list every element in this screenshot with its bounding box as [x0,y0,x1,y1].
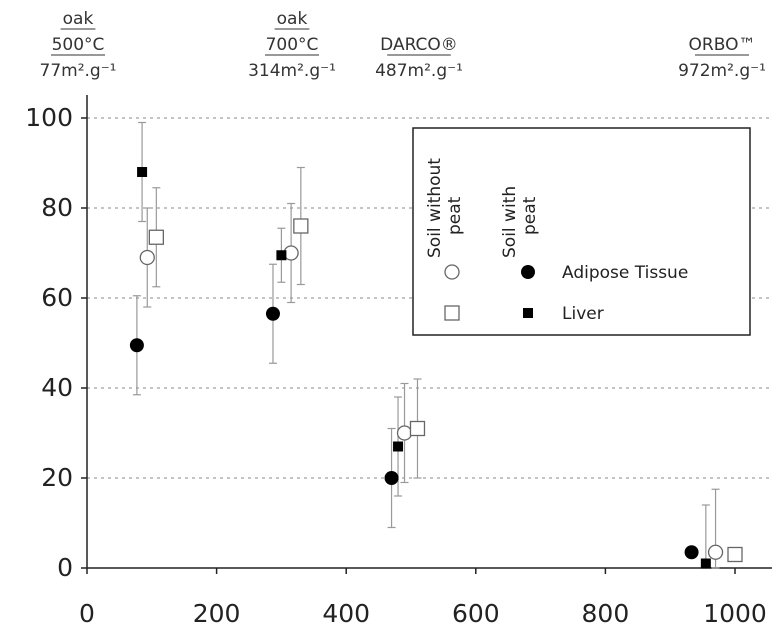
top-labels: oak 500°C 77m².g⁻¹ oak 700°C 314m².g⁻¹ DARCO® 4… [40,9,766,81]
marker-open-circle [396,425,413,441]
legend-column-header: peat [520,196,540,235]
legend-column-header: peat [445,196,465,235]
x-tick-label: 1000 [703,599,767,628]
y-tick-label: 0 [57,553,73,582]
grid-lines [87,117,772,479]
top-label-line: oak [63,9,94,29]
marker-filled-square [276,250,287,261]
marker-filled-circle [684,545,699,560]
x-tick-label: 200 [193,599,241,628]
legend-column-header: Soil with [500,186,520,258]
marker-filled-circle [384,471,399,485]
data-points [129,167,743,569]
marker-filled-circle [265,306,280,321]
x-tick-label: 600 [452,599,500,628]
legend-column-header: Soil without [425,158,445,258]
top-label-line: 700°C [266,35,319,55]
top-label-line: 77m².g⁻¹ [40,61,117,81]
marker-filled-square [137,167,148,177]
x-tick-label: 800 [582,599,630,628]
marker-open-circle [707,544,724,560]
marker-open-square [293,218,309,234]
top-label-line: 314m².g⁻¹ [248,61,336,81]
marker-open-square [727,546,743,563]
marker-open-square [148,229,164,245]
top-label-line: 972m².g⁻¹ [678,61,766,81]
marker-filled-circle [129,338,144,353]
marker-open-square [409,420,426,437]
x-tick-label: 400 [322,599,370,628]
x-tick-label: 0 [79,599,95,628]
top-label-line: 487m².g⁻¹ [375,61,463,81]
y-tick-label: 60 [41,283,73,312]
marker-open-circle [139,249,155,266]
top-label-line: 500°C [52,35,105,55]
marker-open-square [444,305,460,321]
y-tick-label: 20 [41,463,73,492]
axes [81,95,772,574]
top-label-line: oak [277,9,308,29]
marker-filled-circle [521,265,535,279]
y-tick-label: 40 [41,373,73,402]
legend-row-label: Adipose Tissue [562,263,688,283]
marker-open-circle [444,264,460,280]
marker-filled-square [393,441,404,452]
marker-filled-square [700,558,711,569]
top-label-line: DARCO® [380,35,458,55]
legend-box [412,127,751,336]
legend-row-label: Liver [562,304,604,324]
marker-filled-square [523,308,533,318]
y-tick-label: 100 [25,103,73,132]
y-tick-label: 80 [41,193,73,222]
top-label-line: ORBO™ [689,35,756,55]
